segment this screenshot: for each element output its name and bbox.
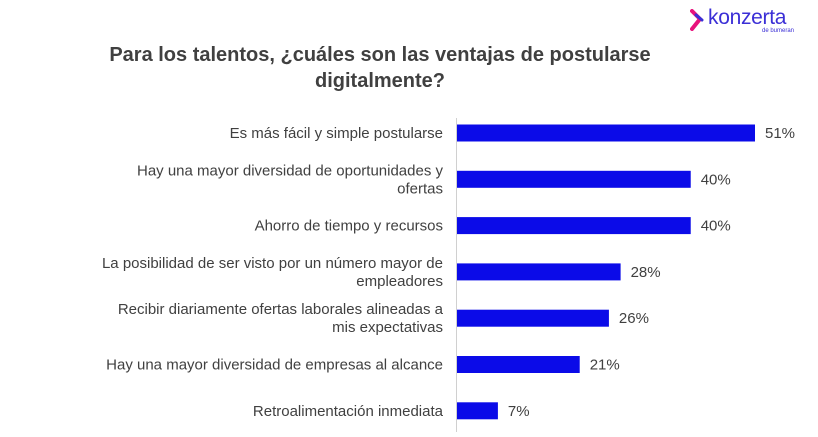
chart-title: Para los talentos, ¿cuáles son las venta… — [109, 44, 651, 92]
category-label-line: mis expectativas — [332, 319, 443, 336]
category-label-1: Es más fácil y simple postularse — [230, 125, 443, 142]
value-label-3: 40% — [701, 218, 731, 235]
category-label-line: Ahorro de tiempo y recursos — [255, 218, 443, 235]
category-label-line: Es más fácil y simple postularse — [230, 125, 443, 142]
category-label-line: empleadores — [356, 273, 443, 290]
value-label-6: 21% — [590, 357, 620, 374]
value-label-4: 28% — [631, 264, 661, 281]
category-label-4: La posibilidad de ser visto por un númer… — [102, 255, 443, 290]
bar-6 — [457, 356, 580, 373]
category-label-6: Hay una mayor diversidad de empresas al … — [106, 357, 443, 374]
brand-tagline: de bumeran — [762, 28, 795, 34]
category-label-line: La posibilidad de ser visto por un númer… — [102, 255, 443, 272]
bar-2 — [457, 170, 691, 188]
category-label-2: Hay una mayor diversidad de oportunidade… — [137, 162, 444, 197]
category-label-line: Recibir diariamente ofertas laborales al… — [118, 301, 444, 318]
brand-logo: konzerta de bumeran — [690, 6, 802, 36]
value-label-2: 40% — [701, 171, 731, 188]
konzerta-logo-icon — [690, 9, 704, 31]
brand-name: konzerta — [708, 6, 787, 29]
bar-7 — [457, 402, 498, 420]
category-label-line: ofertas — [397, 180, 443, 197]
category-label-line: Retroalimentación inmediata — [253, 403, 444, 420]
category-label-line: Hay una mayor diversidad de oportunidade… — [137, 162, 444, 179]
bar-4 — [457, 263, 621, 281]
value-label-5: 26% — [619, 310, 649, 327]
category-label-3: Ahorro de tiempo y recursos — [255, 218, 443, 235]
bar-1 — [457, 124, 755, 142]
value-label-1: 51% — [765, 125, 795, 142]
value-label-7: 7% — [508, 403, 530, 420]
category-label-line: Hay una mayor diversidad de empresas al … — [106, 357, 443, 374]
category-label-5: Recibir diariamente ofertas laborales al… — [118, 301, 444, 336]
category-label-7: Retroalimentación inmediata — [253, 403, 444, 420]
bar-3 — [457, 217, 691, 235]
bar-5 — [457, 309, 609, 327]
